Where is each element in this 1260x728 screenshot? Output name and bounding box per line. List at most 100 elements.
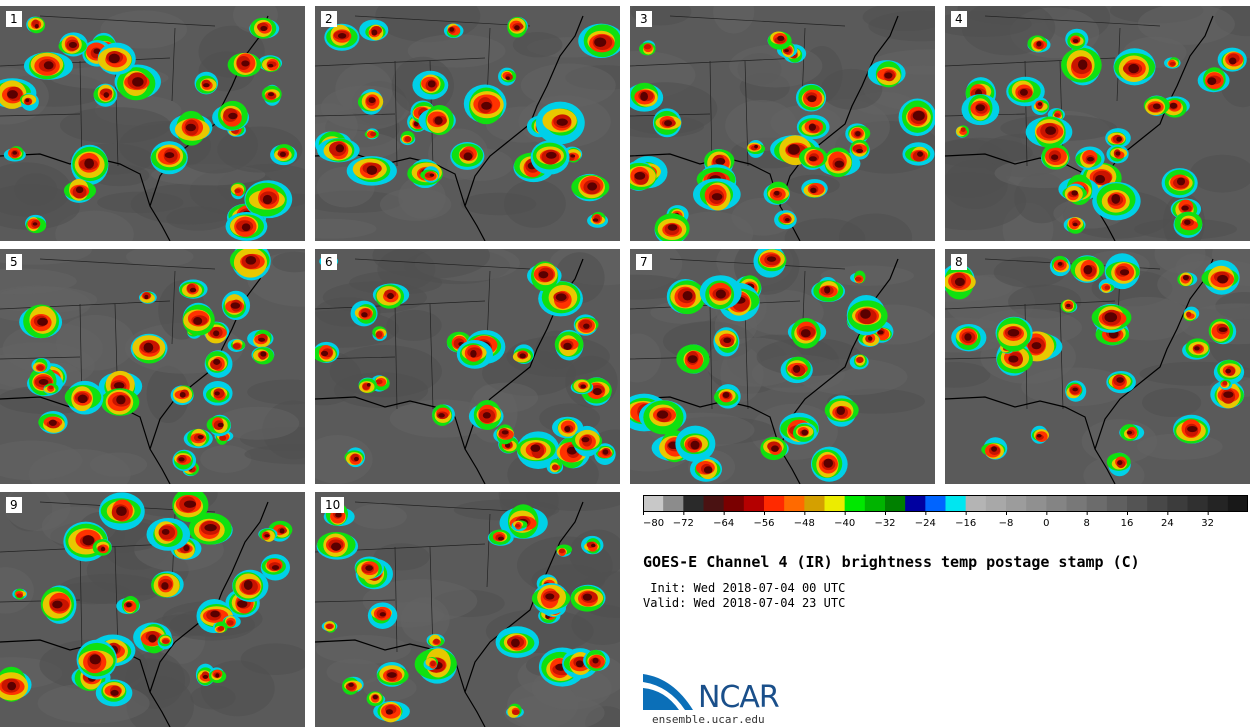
cloud-texture (868, 10, 935, 42)
cloud-texture (729, 44, 823, 88)
storm-cell (801, 429, 809, 436)
storm-cell (583, 323, 590, 329)
storm-cell (800, 329, 811, 338)
storm-cell (34, 24, 39, 29)
storm-cell (1051, 154, 1059, 161)
storm-cell (183, 544, 190, 552)
storm-cell (834, 160, 844, 168)
colorbar-tick-label: −16 (955, 518, 976, 529)
storm-cell (245, 255, 257, 265)
storm-cell (258, 337, 266, 342)
colorbar-segment (844, 495, 866, 511)
storm-cell (126, 602, 132, 608)
storm-cell (563, 342, 572, 350)
storm-cell (511, 638, 520, 648)
storm-cell (52, 600, 63, 609)
storm-cell (1104, 285, 1110, 290)
storm-cell (1037, 102, 1043, 106)
storm-cell (93, 48, 101, 54)
cloud-texture (244, 444, 305, 465)
storm-cell (372, 695, 378, 700)
colorbar-segment (1026, 495, 1047, 511)
storm-cell (241, 60, 250, 67)
storm-cell (1187, 425, 1198, 433)
storm-cell (723, 337, 732, 344)
storm-cell (1181, 205, 1189, 211)
storm-cell (164, 152, 175, 159)
storm-cell (279, 528, 285, 534)
storm-cell (867, 336, 873, 341)
panel-label: 5 (6, 254, 22, 270)
storm-cell (82, 535, 95, 546)
colorbar-tick-label: −40 (834, 518, 855, 529)
storm-cell (449, 27, 455, 32)
storm-cell (823, 458, 834, 468)
colorbar-tick-label: −56 (753, 518, 774, 529)
storm-cell (189, 287, 197, 293)
storm-cell (1036, 433, 1042, 438)
storm-cell (161, 582, 169, 590)
state-borders (630, 15, 846, 167)
storm-cell (580, 384, 587, 389)
storm-cell (32, 222, 38, 226)
cloud-texture (512, 32, 563, 58)
colorbar-tick-label: −80 (643, 518, 664, 529)
storm-cell (1169, 61, 1176, 66)
storm-cell (836, 406, 846, 416)
storm-cell (75, 186, 84, 194)
colorbar-tick-label: 16 (1121, 518, 1134, 529)
storm-cell (379, 612, 386, 617)
cloud-texture (55, 210, 134, 241)
storm-cell (514, 523, 521, 528)
cloud-texture (945, 137, 1033, 168)
colorbar-border (643, 495, 1248, 512)
ir-map-5 (0, 249, 305, 484)
storm-cell (214, 391, 220, 396)
storm-cell (470, 349, 477, 358)
cloud-texture (630, 333, 662, 383)
storm-cell (1115, 151, 1121, 156)
cloud-texture (351, 503, 407, 529)
storm-cell (860, 309, 871, 319)
storm-cell (7, 681, 17, 691)
storm-cell (1128, 63, 1140, 74)
storm-cell (213, 330, 220, 337)
ir-map-2 (315, 6, 620, 241)
storm-cell (530, 444, 541, 452)
cloud-texture (460, 192, 537, 216)
storm-cell (581, 436, 590, 443)
storm-cell (667, 224, 678, 231)
storm-cell (640, 91, 648, 102)
storm-cell (715, 289, 726, 299)
storm-cell (545, 151, 557, 159)
storm-cell (320, 350, 329, 357)
colorbar-segment (804, 495, 825, 511)
colorbar-segment (743, 495, 765, 511)
storm-cell (1116, 136, 1122, 142)
storm-cell (268, 92, 275, 97)
storm-cell (213, 358, 221, 365)
storm-cell (368, 97, 376, 104)
storm-cell (587, 182, 598, 191)
colorbar-tick-label: −8 (999, 518, 1014, 529)
storm-cell (37, 317, 48, 326)
colorbar-segment (864, 495, 886, 511)
storm-cell (335, 144, 345, 153)
storm-cell (1117, 460, 1123, 466)
storm-cell (1087, 156, 1094, 162)
storm-cell (1223, 391, 1234, 398)
storm-cell (1054, 113, 1061, 118)
ensemble-member-panel-2: 2 (315, 6, 620, 241)
storm-cell (1045, 126, 1057, 135)
cloud-texture (1137, 6, 1235, 45)
storm-cell (84, 158, 95, 169)
panel-label: 3 (636, 11, 652, 27)
storm-cell (234, 188, 241, 194)
storm-cell (197, 434, 204, 440)
ensemble-member-panel-10: 10 (315, 492, 620, 727)
storm-cell (204, 523, 217, 532)
storm-cell (108, 53, 120, 64)
storm-cell (687, 355, 698, 364)
storm-cell (331, 542, 342, 551)
storm-cell (1111, 193, 1121, 204)
